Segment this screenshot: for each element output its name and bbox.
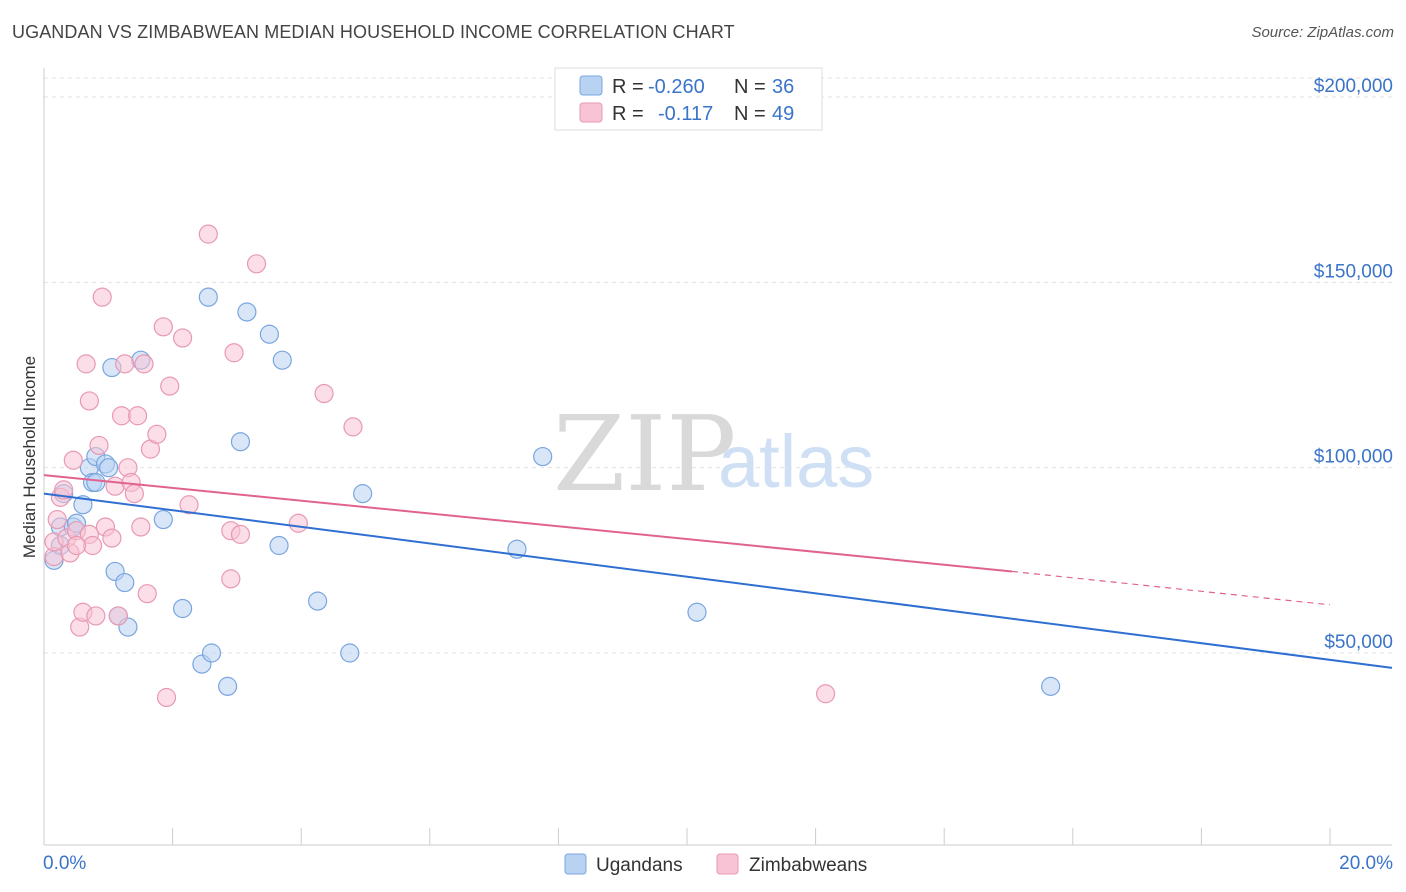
zimbabweans-point[interactable] — [246, 254, 267, 274]
legend-r-label-1: R = — [612, 76, 644, 98]
zimbabweans-point[interactable] — [221, 569, 241, 589]
legend-n-value-2: 49 — [772, 103, 794, 125]
zimbabweans-point[interactable] — [108, 606, 128, 626]
ugandans-trend-line — [43, 492, 1393, 669]
legend-n-label-1: N = — [734, 76, 766, 98]
zimbabweans-point[interactable] — [160, 376, 180, 396]
x-tick-label-max: 20.0% — [1339, 853, 1393, 874]
zimbabweans-trend-extension — [1011, 570, 1331, 606]
zimbabweans-point[interactable] — [111, 406, 132, 426]
y-tick-label: $150,000 — [1314, 261, 1393, 282]
ugandans-point[interactable] — [259, 324, 280, 344]
zimbabweans-point[interactable] — [147, 424, 167, 444]
zimbabweans-point[interactable] — [66, 535, 87, 556]
zimbabweans-point[interactable] — [115, 354, 135, 374]
ugandans-point[interactable] — [340, 643, 360, 663]
zimbabweans-point[interactable] — [173, 328, 193, 348]
ugandans-point[interactable] — [153, 509, 173, 530]
zimbabweans-point[interactable] — [79, 391, 99, 411]
zimbabweans-point[interactable] — [86, 606, 106, 626]
legend-n-label-2: N = — [734, 103, 766, 125]
zimbabweans-point[interactable] — [343, 417, 363, 437]
legend-ugandans-swatch — [579, 75, 603, 96]
series-legend: Ugandans Zimbabweans — [564, 853, 867, 876]
y-tick-label: $50,000 — [1324, 632, 1393, 653]
ugandans-legend-swatch — [564, 853, 587, 875]
y-tick-label: $100,000 — [1314, 447, 1393, 468]
zimbabweans-legend-label: Zimbabweans — [749, 855, 867, 876]
ugandans-point[interactable] — [173, 598, 193, 619]
legend-r-label-2: R = — [612, 103, 644, 125]
zimbabweans-point[interactable] — [124, 484, 144, 504]
chart-title: UGANDAN VS ZIMBABWEAN MEDIAN HOUSEHOLD I… — [12, 22, 735, 42]
zimbabweans-point[interactable] — [153, 317, 173, 337]
ugandans-point[interactable] — [115, 572, 135, 593]
zimbabweans-point[interactable] — [314, 383, 334, 404]
zimbabweans-point[interactable] — [224, 343, 244, 363]
ugandans-point[interactable] — [687, 602, 707, 622]
ugandans-point[interactable] — [218, 676, 238, 696]
watermark-atlas: atlas — [718, 420, 874, 503]
zimbabweans-trend-line — [43, 474, 1013, 573]
watermark: ZIP atlas — [553, 393, 874, 515]
y-tick-label: $200,000 — [1314, 76, 1393, 97]
zimbabweans-point[interactable] — [47, 509, 67, 530]
legend-zimbabweans-swatch — [579, 102, 603, 123]
ugandans-point[interactable] — [237, 302, 257, 322]
ugandans-point[interactable] — [86, 472, 106, 493]
y-axis-label: Median Household Income — [20, 356, 39, 558]
zimbabweans-point[interactable] — [134, 354, 154, 374]
ugandans-point[interactable] — [230, 432, 251, 452]
zimbabweans-point[interactable] — [82, 535, 103, 556]
legend-r-value-2: -0.117 — [658, 103, 713, 125]
x-tick-label-min: 0.0% — [43, 853, 86, 874]
zimbabweans-point[interactable] — [105, 476, 125, 496]
zimbabweans-point[interactable] — [288, 513, 308, 533]
correlation-legend: R = -0.260 N = 36 R = -0.117 N = 49 — [554, 67, 823, 131]
zimbabweans-point[interactable] — [102, 528, 122, 548]
grid-lines — [44, 77, 1392, 654]
zimbabweans-points — [44, 224, 836, 708]
ugandans-point[interactable] — [99, 458, 119, 478]
zimbabweans-point[interactable] — [198, 224, 218, 244]
ugandans-legend-label: Ugandans — [596, 855, 683, 876]
zimbabweans-point[interactable] — [127, 406, 148, 426]
zimbabweans-point[interactable] — [92, 287, 112, 307]
ugandans-point[interactable] — [269, 535, 289, 556]
zimbabweans-point[interactable] — [179, 495, 199, 515]
ugandans-point[interactable] — [272, 350, 292, 370]
axes — [43, 68, 1392, 846]
zimbabweans-point[interactable] — [137, 584, 157, 604]
zimbabweans-point[interactable] — [89, 435, 109, 456]
zimbabweans-point[interactable] — [131, 517, 151, 537]
y-tick-labels: $50,000 $100,000 $150,000 $200,000 — [1314, 76, 1393, 653]
ugandans-point[interactable] — [533, 446, 553, 467]
ugandans-point[interactable] — [198, 287, 218, 307]
zimbabweans-legend-swatch — [716, 853, 739, 875]
zimbabweans-point[interactable] — [76, 354, 96, 374]
zimbabweans-point[interactable] — [815, 684, 836, 704]
ugandans-point[interactable] — [1041, 676, 1061, 696]
watermark-zip: ZIP — [553, 393, 736, 515]
trend-lines — [43, 474, 1393, 669]
zimbabweans-point[interactable] — [63, 450, 83, 470]
source-credit: Source: ZipAtlas.com — [1251, 24, 1394, 41]
x-axis-ticks — [43, 828, 1331, 845]
zimbabweans-point[interactable] — [54, 480, 74, 500]
zimbabweans-point[interactable] — [156, 687, 177, 708]
ugandans-point[interactable] — [201, 643, 222, 663]
legend-r-value-1: -0.260 — [648, 76, 705, 98]
ugandans-point[interactable] — [308, 591, 328, 611]
legend-n-value-1: 36 — [772, 76, 794, 98]
zimbabweans-point[interactable] — [230, 524, 251, 544]
ugandans-point[interactable] — [353, 484, 373, 504]
